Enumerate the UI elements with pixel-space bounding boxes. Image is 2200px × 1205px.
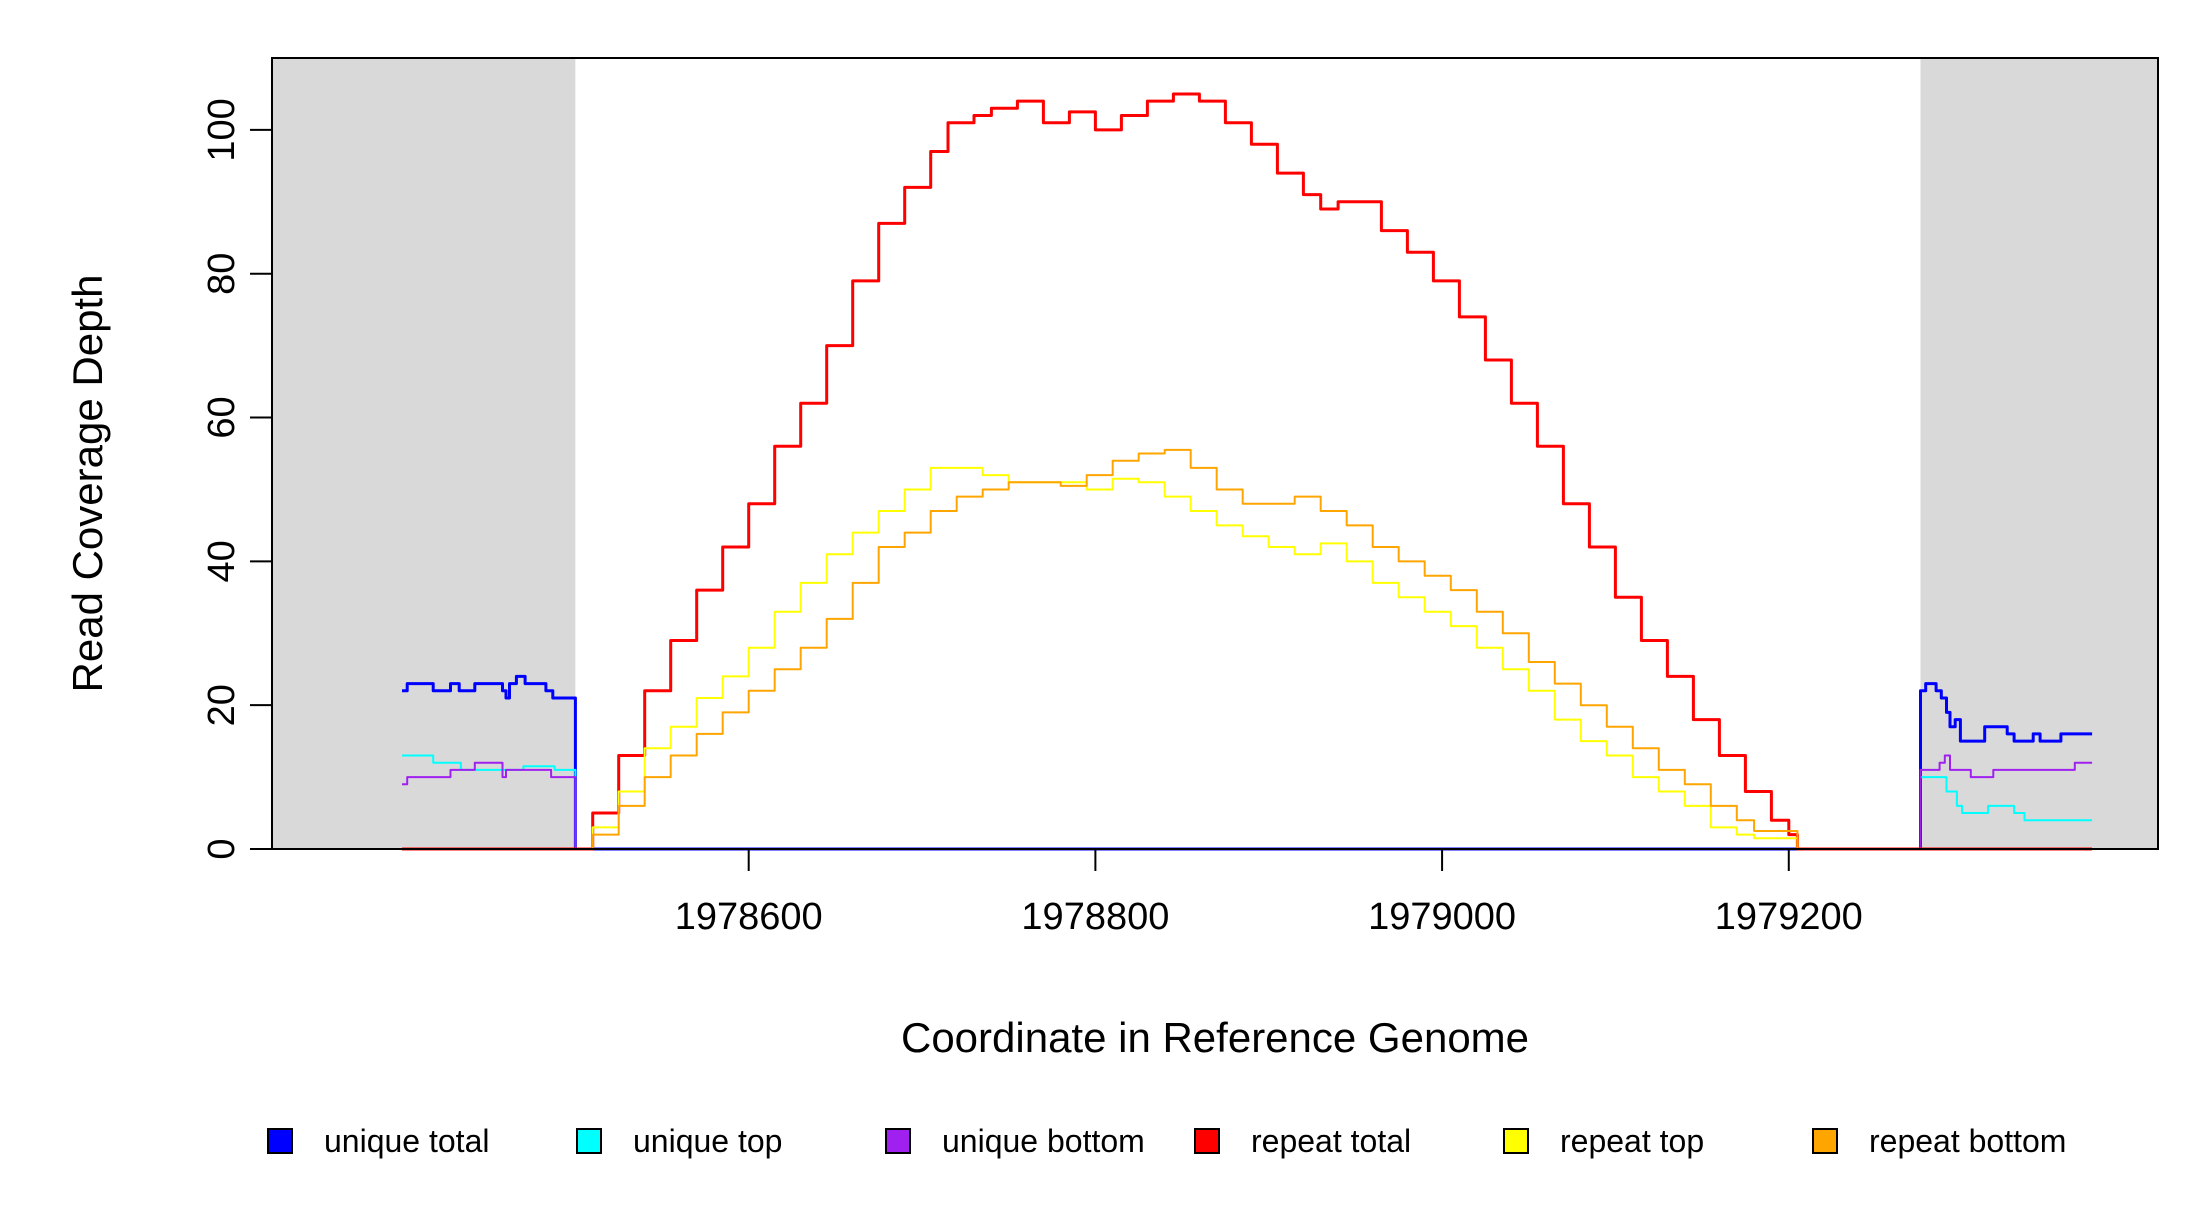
series-line-unique-total [402, 674, 2093, 851]
y-axis: 0 20 40 60 80 100 [201, 98, 273, 860]
legend-label: repeat bottom [1869, 1123, 2066, 1159]
shaded-region [1920, 58, 2158, 849]
x-tick-label: 1978600 [675, 896, 823, 938]
series-line-repeat-top [402, 466, 2093, 850]
y-tick-label: 0 [201, 838, 243, 859]
legend-swatch [1503, 1128, 1529, 1154]
series-line-unique-bottom [402, 754, 2093, 850]
y-tick-label: 80 [201, 253, 243, 295]
series-layer [402, 92, 2093, 851]
legend-label: repeat total [1251, 1123, 1411, 1159]
y-tick-label: 40 [201, 540, 243, 582]
shaded-region [272, 58, 576, 849]
y-tick-label: 20 [201, 684, 243, 726]
x-tick-label: 1979200 [1715, 896, 1863, 938]
y-axis-title: Read Coverage Depth [64, 275, 111, 693]
legend-label: unique bottom [942, 1123, 1145, 1159]
legend-swatch [576, 1128, 602, 1154]
legend-swatch [885, 1128, 911, 1154]
x-tick-label: 1978800 [1021, 896, 1169, 938]
series-line-repeat-bottom [402, 448, 2093, 850]
x-axis: 1978600 1978800 1979000 1979200 [675, 849, 1863, 938]
legend-label: unique total [324, 1123, 489, 1159]
legend-swatch [1194, 1128, 1220, 1154]
series-line-unique-top [402, 754, 2093, 850]
legend-label: unique top [633, 1123, 782, 1159]
legend-swatch [1812, 1128, 1838, 1154]
y-tick-label: 100 [201, 98, 243, 161]
legend-swatch [267, 1128, 293, 1154]
x-tick-label: 1979000 [1368, 896, 1516, 938]
x-axis-title: Coordinate in Reference Genome [901, 1014, 1529, 1061]
legend-label: repeat top [1560, 1123, 1704, 1159]
legend: unique total unique top unique bottom repea… [267, 1123, 2066, 1159]
series-line-repeat-total [402, 92, 2093, 851]
shaded-region-layer [272, 58, 2158, 849]
y-tick-label: 60 [201, 396, 243, 438]
